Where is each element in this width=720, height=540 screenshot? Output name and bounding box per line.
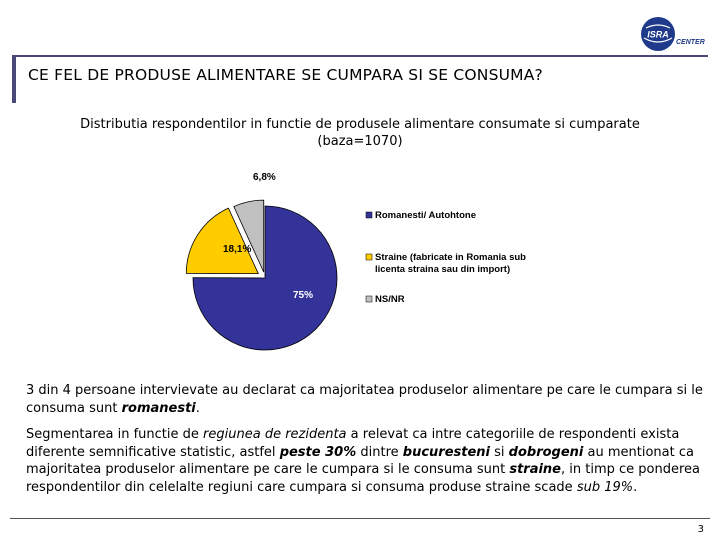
- p2-text-1: Segmentarea in functie de: [26, 427, 204, 442]
- page-number: 3: [697, 524, 704, 535]
- chart-subtitle: Distributia respondentilor in functie de…: [40, 116, 680, 150]
- logo-globe-icon: [641, 17, 675, 51]
- p2-text-3: dintre: [356, 444, 403, 460]
- logo-brand-text: ISRA: [647, 30, 669, 40]
- pie-slice-2: [233, 199, 265, 273]
- p2-bold-italic-1: peste 30%: [279, 444, 357, 460]
- footer-divider: [10, 518, 710, 519]
- legend-swatch-1: [365, 253, 373, 261]
- segmentation-paragraph: Segmentarea in functie de regiunea de re…: [26, 426, 706, 496]
- p2-italic-2: sub 19%: [576, 479, 634, 495]
- pie-slice-0: [192, 205, 338, 351]
- p2-bold-italic-2: bucuresteni: [402, 444, 490, 460]
- subtitle-line-1: Distributia respondentilor in functie de…: [80, 117, 640, 132]
- logo-sub-text: CENTER: [676, 39, 705, 46]
- pie-chart: 75% 18,1% 6,8% Romanesti/ Autohtone Straine…: [185, 172, 526, 351]
- p2-bold-italic-4: straine: [509, 462, 561, 477]
- legend-label-1-line2: licenta straina sau din import): [375, 264, 510, 275]
- slice-label-2: 6,8%: [253, 172, 276, 183]
- slice-label-0: 75%: [293, 290, 313, 301]
- p2-text-6: , in timp ce ponderea respondentilor din…: [26, 462, 701, 495]
- page-title: CE FEL DE PRODUSE ALIMENTARE SE CUMPARA …: [28, 66, 543, 84]
- p2-text-5: au mentionat ca majoritatea produselor a…: [26, 444, 694, 478]
- legend-label-1: Straine (fabricate in Romania sub: [375, 252, 526, 263]
- p1-text-1: 3 din 4 persoane intervievate au declara…: [26, 383, 703, 416]
- pie-slice-1: [185, 207, 259, 275]
- legend-label-2: NS/NR: [375, 294, 405, 305]
- p1-emphasis: romanesti: [121, 400, 196, 416]
- p1-text-2: .: [195, 400, 200, 416]
- slice-label-1: 18,1%: [223, 244, 251, 255]
- p2-italic-1: regiunea de rezidenta: [203, 427, 347, 442]
- p2-text-2: a relevat ca intre categoriile de respon…: [26, 427, 680, 460]
- legend-swatch-2: [365, 295, 373, 303]
- p2-bold-italic-3: dobrogeni: [508, 444, 584, 460]
- isra-center-logo: ISRA CENTER: [641, 17, 705, 51]
- summary-paragraph: 3 din 4 persoane intervievate au declara…: [26, 382, 706, 417]
- p2-text-4: si: [490, 444, 509, 460]
- title-frame: [12, 55, 708, 103]
- legend-label-0: Romanesti/ Autohtone: [375, 210, 476, 221]
- subtitle-line-2: (baza=1070): [317, 134, 403, 149]
- legend-swatch-0: [365, 211, 373, 219]
- p2-text-7: .: [633, 479, 638, 495]
